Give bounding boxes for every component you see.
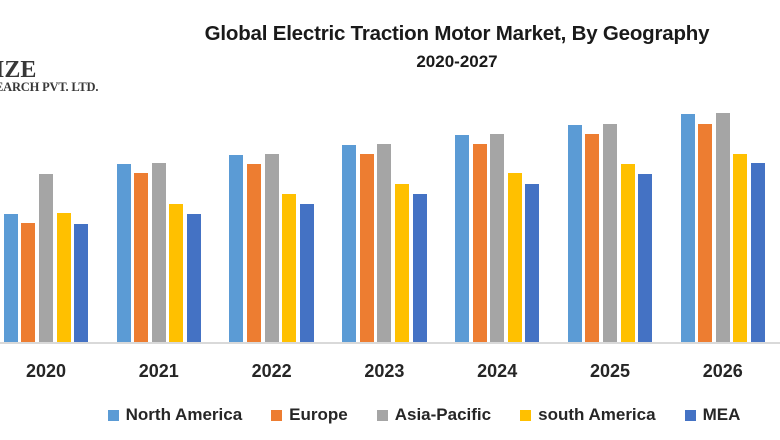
legend-swatch-icon [520,409,532,421]
legend-label: Asia-Pacific [394,405,492,424]
bar-europe-2020 [21,223,36,342]
chart-title: Global Electric Traction Motor Market, B… [134,22,780,72]
bar-mea-2021 [187,214,201,342]
bar-north-america-2020 [3,214,18,342]
bar-asia-pacific-2021 [151,163,166,342]
legend-swatch-icon [271,409,283,421]
bar-north-america-2025 [567,125,582,342]
bar-europe-2023 [359,154,374,342]
x-axis-label-2024: 2024 [477,361,518,381]
bar-asia-pacific-2020 [39,174,53,342]
bar-south-america-2026 [733,154,748,342]
legend-item-europe: Europe [271,405,348,425]
legend-item-north-america: North America [107,405,243,425]
bar-asia-pacific-2025 [603,124,617,342]
legend-item-south-america: south America [520,405,656,425]
bar-europe-2021 [134,173,149,342]
bar-south-america-2020 [56,213,71,342]
legend-swatch-icon [376,409,388,421]
publisher-logo: IZE EARCH PVT. LTD. [0,57,99,94]
bar-mea-2023 [412,194,427,342]
bar-europe-2022 [247,164,261,342]
legend-label: North America [125,405,243,424]
bar-north-america-2023 [342,145,357,342]
bar-asia-pacific-2024 [490,134,505,342]
chart-subtitle-text: 2020-2027 [416,52,498,71]
bar-mea-2025 [638,174,653,342]
bar-europe-2025 [585,134,600,342]
legend-item-mea: MEA [684,405,741,425]
bar-south-america-2024 [507,173,522,342]
x-axis-label-2022: 2022 [251,361,292,381]
x-axis-label-2025: 2025 [589,361,631,381]
bar-europe-2026 [698,124,713,342]
bar-mea-2022 [299,204,314,342]
bar-mea-2024 [525,184,540,342]
x-axis-label-2020: 2020 [25,361,67,381]
legend-swatch-icon [107,409,119,421]
bar-mea-2020 [74,224,89,342]
bar-asia-pacific-2026 [715,113,730,342]
publisher-logo-text: IZE [0,57,37,83]
chart-legend: North America Europe Asia-Pacific south Ame… [68,405,780,425]
bar-asia-pacific-2023 [377,144,392,342]
bar-north-america-2021 [116,164,131,342]
bar-europe-2024 [472,144,487,342]
x-axis-label-2023: 2023 [364,361,405,381]
bar-north-america-2024 [455,135,469,342]
bar-asia-pacific-2022 [264,154,279,342]
chart-title-text: Global Electric Traction Motor Market, B… [204,22,710,45]
bar-north-america-2026 [680,114,695,342]
legend-label: south America [538,405,656,424]
legend-item-asia-pacific: Asia-Pacific [376,405,492,425]
bar-south-america-2025 [620,164,635,342]
legend-label: Europe [289,405,348,424]
bar-south-america-2022 [282,194,297,342]
x-axis-label-2021: 2021 [138,361,179,381]
x-axis-label-2026: 2026 [702,361,743,381]
legend-label: MEA [702,405,741,424]
bar-south-america-2023 [395,184,409,342]
bar-north-america-2022 [229,155,244,342]
legend-swatch-icon [684,409,696,421]
publisher-logo-subtext: EARCH PVT. LTD. [0,80,99,94]
bar-south-america-2021 [169,204,184,342]
bar-mea-2026 [751,163,765,342]
x-axis-line [0,342,780,344]
